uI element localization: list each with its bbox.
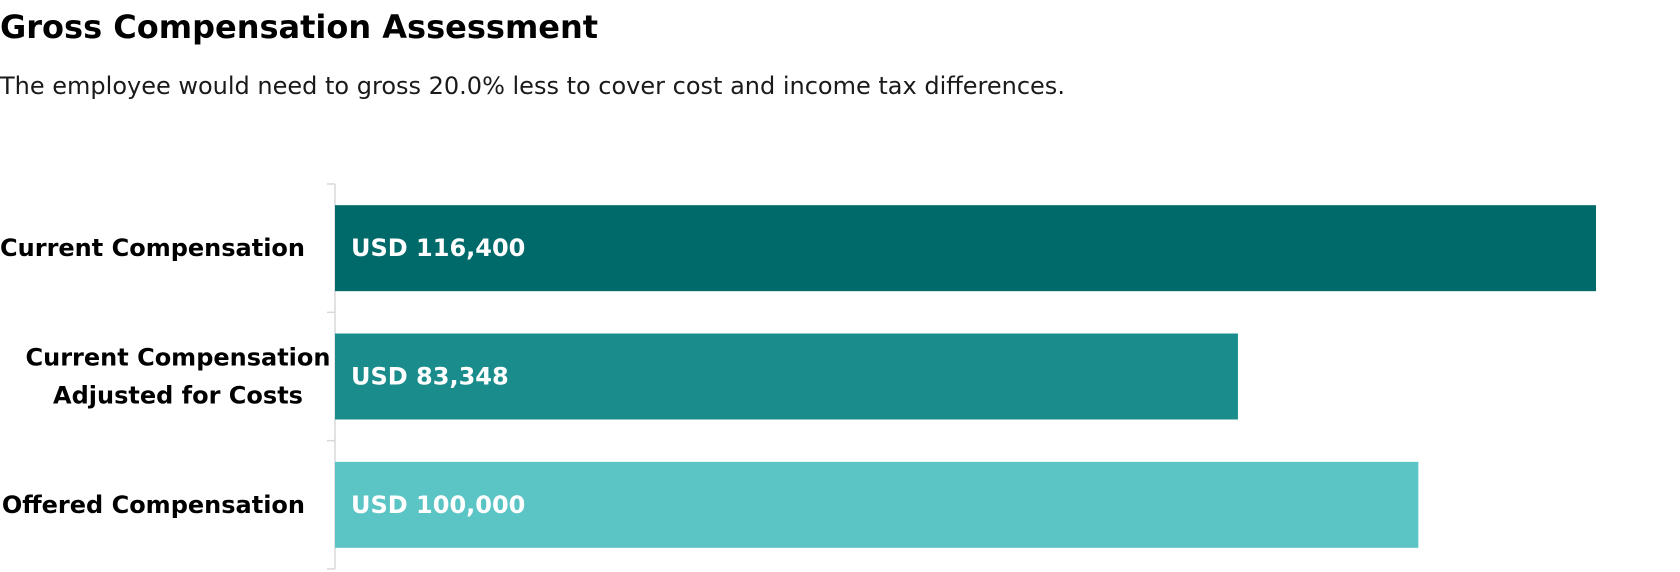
bar-data-label: USD 100,000	[351, 491, 525, 519]
category-axis	[327, 183, 336, 570]
bar	[335, 205, 1596, 292]
category-label-line: Adjusted for Costs	[53, 382, 303, 410]
category-label-line: Current Compensation	[26, 344, 331, 372]
bar	[335, 461, 1419, 548]
category-label-line: Current Compensation	[0, 234, 305, 262]
chart-subtitle: The employee would need to gross 20.0% l…	[0, 72, 1065, 100]
chart-title: Gross Compensation Assessment	[0, 8, 599, 46]
bar-data-label: USD 83,348	[351, 363, 509, 391]
category-label: Offered Compensation	[2, 491, 305, 519]
bar	[335, 333, 1238, 420]
category-label-line: Offered Compensation	[2, 491, 305, 519]
category-label: Current Compensation Adjusted for Costs	[26, 344, 331, 410]
bars: USD 116,400 USD 83,348 USD 100,000	[335, 205, 1596, 548]
category-label: Current Compensation	[0, 234, 305, 262]
bar-data-label: USD 116,400	[351, 234, 525, 262]
